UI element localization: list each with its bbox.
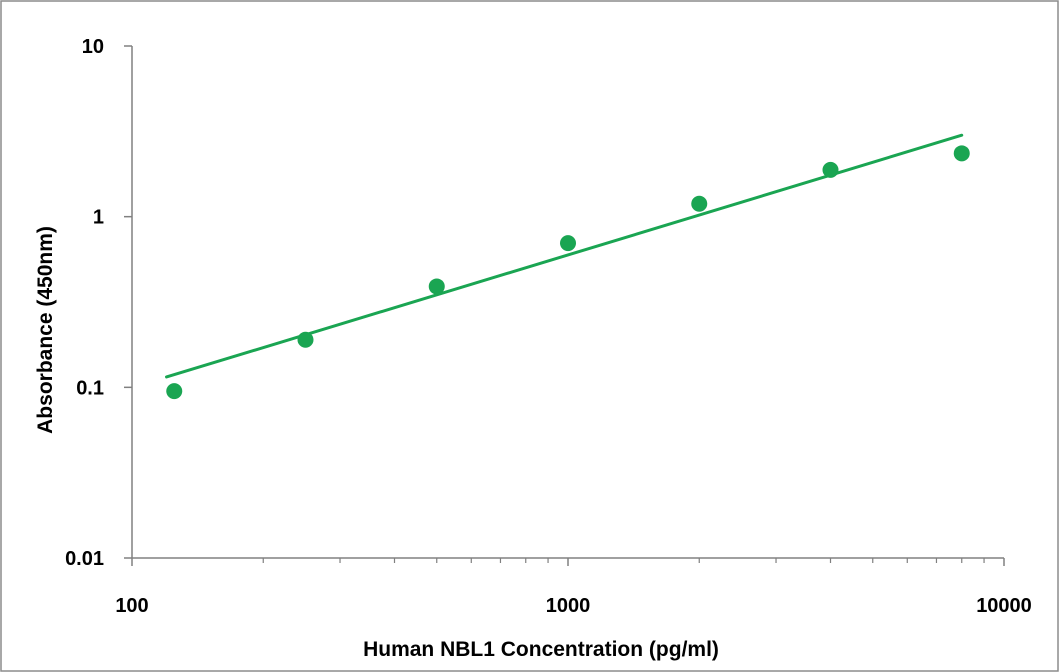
x-tick-label-100: 100 — [115, 595, 148, 617]
y-tick-label-0.01: 0.01 — [65, 548, 104, 570]
data-point — [297, 331, 314, 348]
x-tick-label-1000: 1000 — [546, 595, 591, 617]
data-point — [428, 278, 445, 295]
data-point — [953, 145, 970, 162]
data-point — [822, 161, 839, 178]
data-point — [166, 383, 183, 400]
x-tick-label-10000: 10000 — [976, 595, 1032, 617]
data-points — [166, 145, 970, 400]
y-tick-label-10: 10 — [82, 36, 104, 58]
y-tick-label-0.1: 0.1 — [76, 377, 104, 399]
y-tick-label-1: 1 — [93, 207, 104, 229]
data-point — [691, 195, 708, 212]
y-axis-title: Absorbance (450nm) — [34, 226, 57, 434]
minor-ticks — [262, 558, 985, 563]
data-point — [560, 235, 576, 252]
major-ticks — [124, 45, 1005, 566]
x-axis-title: Human NBL1 Concentration (pg/ml) — [363, 638, 719, 661]
x-tick-labels: 100 1000 10000 — [115, 595, 1032, 617]
y-tick-labels: 0.01 0.1 1 10 — [65, 36, 104, 570]
